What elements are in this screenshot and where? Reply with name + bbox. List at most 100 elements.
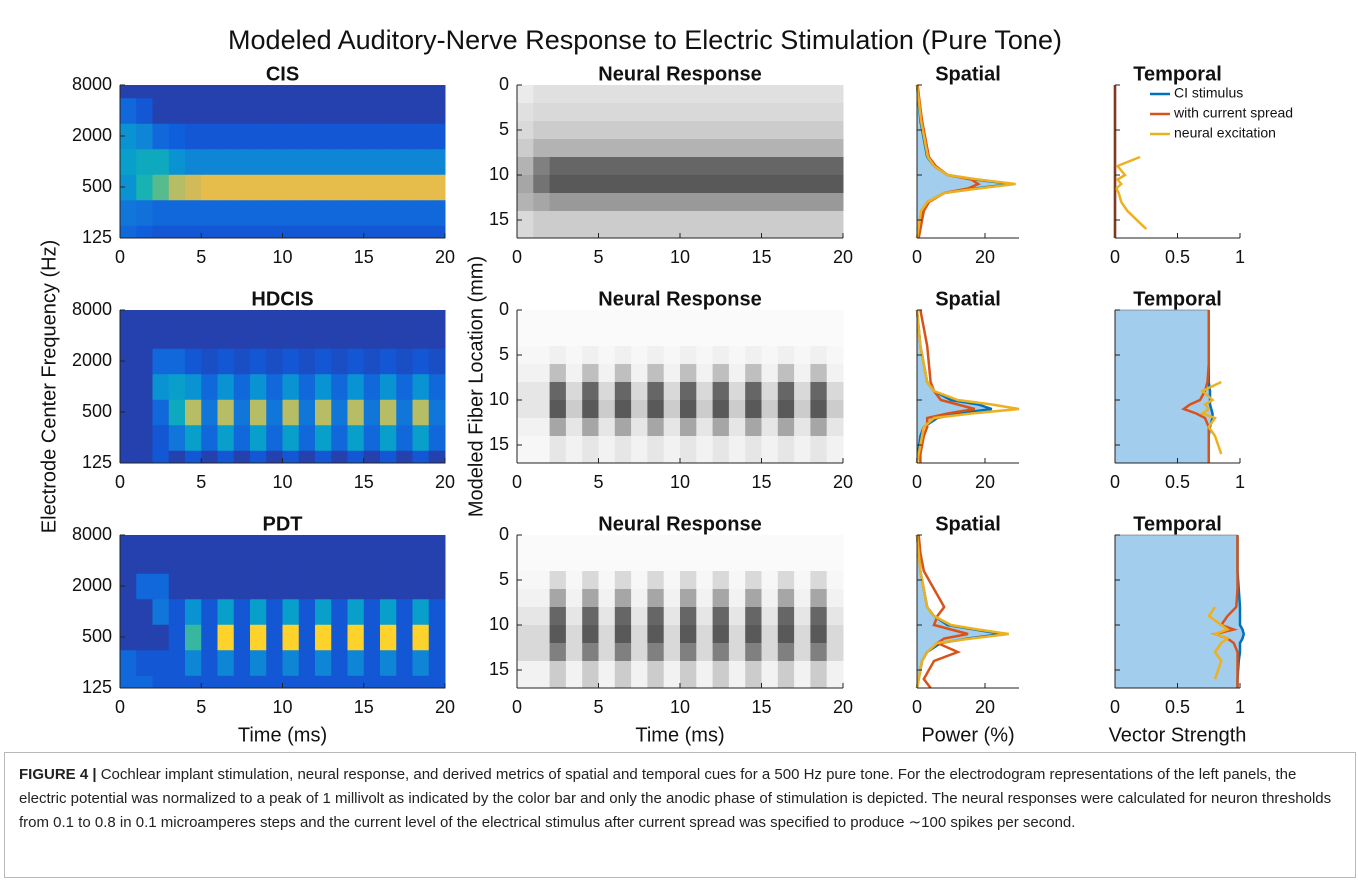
x-tick-label: 20	[435, 697, 455, 717]
heatmap-cell	[331, 675, 348, 689]
heatmap-cell	[647, 310, 665, 329]
heatmap-cell	[363, 424, 381, 451]
heatmap-cell	[120, 649, 137, 676]
heatmap-cell	[266, 225, 283, 239]
heatmap-cell	[201, 675, 218, 689]
heatmap-cell	[120, 225, 137, 239]
heatmap-cell	[428, 624, 446, 651]
panel-title: Neural Response	[598, 288, 761, 310]
heatmap-cell	[565, 121, 583, 140]
heatmap-cell	[826, 346, 844, 365]
heatmap-cell	[598, 346, 616, 365]
heatmap-cell	[810, 400, 828, 419]
x-tick-label: 5	[196, 472, 206, 492]
heatmap-cell	[680, 400, 697, 419]
heatmap-cell	[761, 121, 779, 140]
heatmap-cell	[201, 148, 218, 175]
heatmap-cell	[631, 310, 648, 329]
heatmap-cell	[120, 85, 137, 99]
heatmap-cell	[250, 148, 267, 175]
heatmap-cell	[565, 436, 583, 464]
heatmap-cell	[266, 624, 283, 651]
heatmap-cell	[363, 97, 381, 124]
heatmap-cell	[728, 175, 746, 194]
x-tick-label: 10	[272, 697, 292, 717]
heatmap-cell	[647, 103, 665, 122]
heatmap-cell	[315, 310, 332, 324]
heatmap-cell	[331, 573, 348, 600]
heatmap-cell	[250, 225, 267, 239]
heatmap-cell	[712, 643, 730, 662]
heatmap-cell	[428, 424, 446, 451]
heatmap-cell	[696, 418, 714, 437]
heatmap-cell	[614, 328, 632, 347]
figure-title: Modeled Auditory-Nerve Response to Elect…	[228, 25, 1062, 55]
heatmap-cell	[517, 589, 534, 608]
heatmap-cell	[647, 418, 665, 437]
heatmap-cell	[233, 123, 251, 150]
y-tick-label: 0	[499, 524, 509, 544]
heatmap-cell	[412, 225, 430, 239]
x-tick-label: 0	[115, 472, 125, 492]
heatmap-cell	[549, 436, 567, 464]
heatmap-cell	[380, 199, 397, 226]
line	[919, 309, 976, 463]
heatmap-cell	[331, 547, 348, 574]
heatmap-cell	[794, 364, 811, 383]
heatmap-cell	[331, 225, 348, 239]
heatmap-cell	[201, 97, 218, 124]
heatmap-cell	[185, 598, 202, 625]
x-tick-label: 5	[593, 472, 603, 492]
heatmap-cell	[663, 589, 681, 608]
heatmap-cell	[810, 436, 828, 464]
heatmap-cell	[761, 310, 779, 329]
y-tick-label: 500	[82, 626, 112, 646]
heatmap-cell	[217, 598, 235, 625]
heatmap-cell	[282, 348, 300, 375]
heatmap-cell	[152, 199, 170, 226]
heatmap-cell	[217, 174, 235, 201]
heatmap-cell	[363, 598, 381, 625]
x-tick-label: 15	[751, 697, 771, 717]
heatmap-cell	[233, 225, 251, 239]
heatmap-cell	[728, 211, 746, 239]
heatmap-cell	[598, 139, 616, 158]
heatmap-cell	[331, 322, 348, 349]
heatmap-cell	[168, 547, 186, 574]
heatmap-cell	[631, 400, 648, 419]
heatmap-cell	[152, 450, 170, 464]
x-tick-label: 20	[975, 472, 995, 492]
y-tick-label: 10	[489, 164, 509, 184]
heatmap-cell	[347, 675, 365, 689]
x-tick-label: 10	[670, 472, 690, 492]
heatmap-cell	[201, 547, 218, 574]
heatmap-cell	[745, 364, 762, 383]
heatmap-cell	[810, 103, 828, 122]
heatmap-cell	[582, 571, 599, 590]
heatmap-cell	[315, 649, 332, 676]
heatmap-cell	[282, 573, 300, 600]
heatmap-cell	[136, 649, 153, 676]
heatmap-cell	[217, 199, 235, 226]
heatmap-cell	[120, 535, 137, 549]
heatmap-cell	[777, 625, 795, 644]
y-tick-label: 15	[489, 209, 509, 229]
heatmap-cell	[728, 139, 746, 158]
heatmap-cell	[582, 175, 599, 194]
area	[916, 309, 992, 464]
heatmap-cell	[549, 139, 567, 158]
panel-title: Spatial	[935, 63, 1001, 85]
line	[915, 309, 1020, 464]
heatmap-cell	[533, 571, 551, 590]
heatmap-cell	[331, 348, 348, 375]
heatmap-cell	[696, 328, 714, 347]
heatmap-cell	[745, 310, 762, 329]
heatmap-cell	[315, 174, 332, 201]
heatmap-cell	[233, 598, 251, 625]
heatmap-cell	[517, 553, 534, 572]
heatmap-cell	[185, 310, 202, 324]
heatmap-cell	[533, 310, 551, 329]
heatmap-cell	[598, 175, 616, 194]
heatmap-cell	[331, 535, 348, 549]
heatmap-cell	[826, 211, 844, 239]
